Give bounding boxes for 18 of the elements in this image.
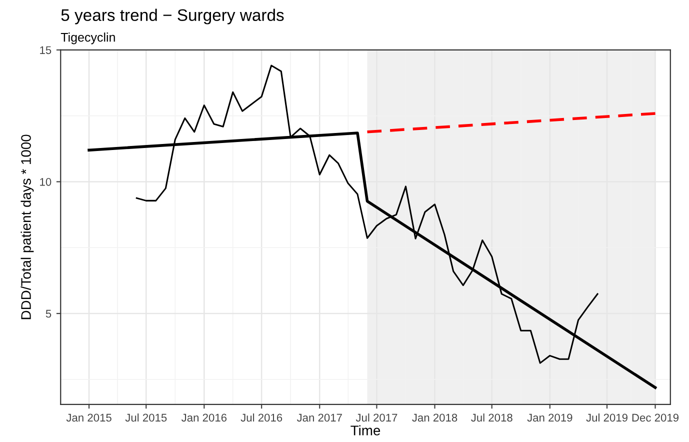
y-tick-label: 15 bbox=[40, 46, 52, 54]
x-tick-label: Jul 2015 bbox=[125, 413, 167, 422]
chart-title: 5 years trend − Surgery wards bbox=[61, 8, 284, 24]
y-axis-title: DDD/Total patient days * 1000 bbox=[20, 134, 34, 320]
x-tick-label: Jan 2016 bbox=[181, 414, 227, 422]
y-tick-label: 10 bbox=[40, 178, 52, 186]
chart-subtitle: Tigecyclin bbox=[60, 32, 115, 44]
x-tick-label: Dec 2019 bbox=[632, 414, 679, 422]
x-tick-label: Jan 2019 bbox=[527, 414, 572, 422]
y-tick-label: 5 bbox=[46, 310, 52, 318]
x-tick-label: Jan 2015 bbox=[66, 414, 112, 422]
x-tick-label: Jul 2016 bbox=[240, 413, 282, 422]
x-tick-label: Jul 2017 bbox=[356, 413, 398, 422]
x-tick-label: Jul 2018 bbox=[471, 413, 512, 422]
x-tick-label: Jul 2019 bbox=[586, 413, 628, 422]
x-axis-title: Time bbox=[350, 425, 380, 436]
x-tick-label: Jan 2017 bbox=[296, 414, 342, 422]
x-tick-label: Jan 2018 bbox=[412, 414, 458, 422]
